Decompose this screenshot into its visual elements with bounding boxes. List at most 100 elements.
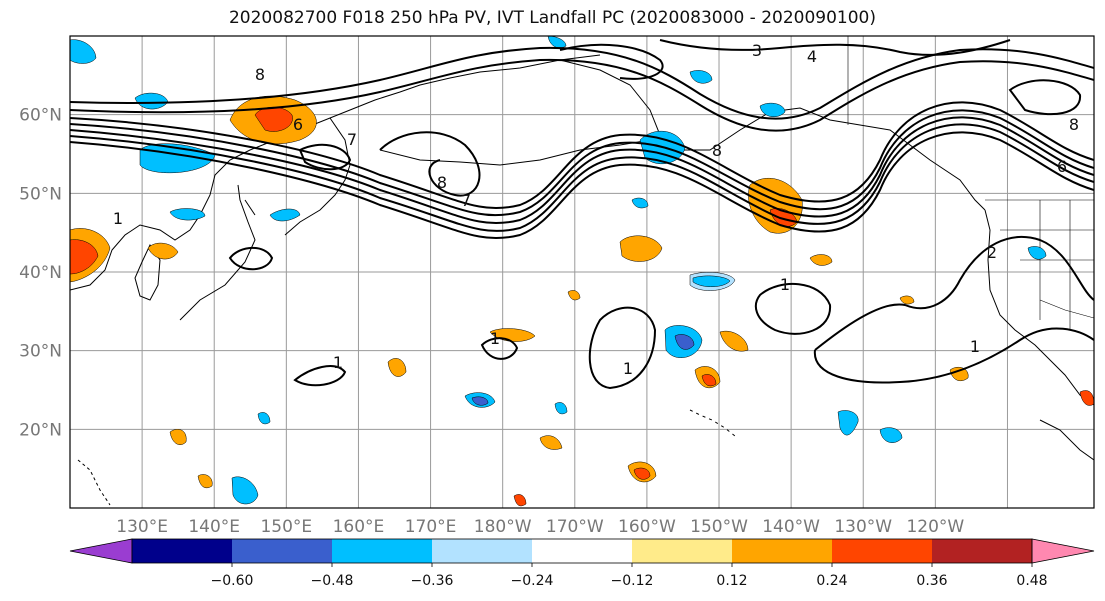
contour-line <box>659 39 1011 56</box>
lat-tick-label: 30°N <box>19 342 62 362</box>
shade-blob <box>539 435 563 450</box>
contour-label: 8 <box>255 65 265 84</box>
shade-blob <box>547 36 567 49</box>
colorbar-tick-label: −0.12 <box>611 573 654 589</box>
shade-blob <box>471 396 489 406</box>
lat-tick-label: 20°N <box>19 420 62 440</box>
contour-label: 8 <box>437 173 447 192</box>
contour-line <box>70 46 1094 120</box>
contour-label: 1 <box>623 359 633 378</box>
lon-tick-label: 170°E <box>405 517 457 537</box>
shade-blob <box>257 412 271 425</box>
contour-line <box>70 109 1094 217</box>
colorbar-tick-label: −0.60 <box>211 573 254 589</box>
lon-tick-label: 150°E <box>260 517 312 537</box>
colorbar-tick-label: 0.24 <box>816 573 847 589</box>
coastline-japan <box>179 184 256 321</box>
shade-blob <box>619 235 663 262</box>
colorbar-segment <box>132 539 232 563</box>
lon-tick-label: 140°E <box>188 517 240 537</box>
shade-blob <box>631 197 649 209</box>
contour-line <box>70 131 1094 240</box>
contour-label: 8 <box>1069 115 1079 134</box>
border-us-mexico <box>1039 299 1094 319</box>
shade-blob <box>567 290 581 301</box>
shade-blob <box>633 467 651 480</box>
shade-blob <box>689 70 713 84</box>
contour-line <box>70 58 1094 132</box>
lon-tick-label: 160°E <box>333 517 385 537</box>
shade-blob <box>879 427 903 443</box>
map-title: 2020082700 F018 250 hPa PV, IVT Landfall… <box>228 8 876 28</box>
contour-line <box>70 123 1094 232</box>
colorbar-segment <box>932 539 1032 563</box>
longitude-tick-labels: 130°E 140°E 150°E 160°E 170°E 180°W 170°W 160°W… <box>116 517 964 537</box>
shade-blob <box>1079 390 1094 406</box>
coastline-mexico <box>1039 419 1094 461</box>
contour-label: 3 <box>752 41 762 60</box>
colorbar-segment <box>332 539 432 563</box>
lon-tick-label: 120°W <box>906 517 964 537</box>
contour-label: 8 <box>712 141 722 160</box>
contour-line <box>293 365 347 387</box>
coastline-asia <box>70 54 601 291</box>
shade-blob <box>231 476 259 505</box>
colorbar-tick-label: 0.12 <box>716 573 747 589</box>
shade-blob <box>949 367 969 381</box>
colorbar: −0.60 −0.48 −0.36 −0.24 −0.12 0.12 0.24 0.36 0.4… <box>69 538 1095 589</box>
colorbar-segment <box>732 539 832 563</box>
shade-blob <box>513 494 527 507</box>
contour-line <box>813 327 1094 384</box>
contour-label: 1 <box>113 209 123 228</box>
contour-label: 1 <box>970 337 980 356</box>
colorbar-frame <box>131 538 1033 564</box>
lat-tick-label: 60°N <box>19 106 62 126</box>
colorbar-extend-min <box>69 538 133 564</box>
colorbar-segment <box>232 539 332 563</box>
colorbar-segment <box>832 539 932 563</box>
contour-label: 1 <box>333 353 343 372</box>
latitude-tick-labels: 20°N 30°N 40°N 50°N 60°N <box>19 106 62 441</box>
contour-line <box>228 246 274 271</box>
contour-line <box>814 235 1094 351</box>
contour-label: 7 <box>347 130 357 149</box>
shade-blob <box>692 275 731 287</box>
colorbar-tick-label: 0.36 <box>916 573 947 589</box>
contour-label: 6 <box>293 115 303 134</box>
shade-blob <box>269 208 301 222</box>
contour-label: 6 <box>1057 157 1067 176</box>
contour-label: 1 <box>780 275 790 294</box>
lon-tick-label: 140°W <box>762 517 820 537</box>
shade-blob <box>759 102 786 118</box>
contour-label: 2 <box>987 243 997 262</box>
shade-blob <box>1027 246 1047 260</box>
contour-label: 4 <box>807 47 817 66</box>
map-content <box>70 36 1094 507</box>
contour-line <box>588 306 657 390</box>
contour-line <box>70 101 1094 210</box>
coastline-philippines <box>77 459 111 506</box>
contour-line <box>754 282 832 335</box>
lon-tick-label: 150°W <box>690 517 748 537</box>
colorbar-extend-max <box>1031 538 1095 564</box>
coastline-alaska <box>559 59 986 211</box>
pv-shading <box>70 36 1094 507</box>
colorbar-tick-label: −0.36 <box>411 573 454 589</box>
coastline-aleutians <box>379 139 651 166</box>
shade-blob <box>899 295 915 305</box>
colorbar-tick-label: −0.48 <box>311 573 354 589</box>
contour-label: 1 <box>490 329 500 348</box>
lon-tick-label: 130°W <box>834 517 892 537</box>
shade-blob <box>674 334 695 350</box>
shade-blob <box>70 239 99 275</box>
contour-line <box>480 337 519 360</box>
shade-blob <box>70 39 97 64</box>
coastlines <box>70 54 1094 506</box>
shade-blob <box>719 330 749 352</box>
political-borders <box>847 36 1094 330</box>
coastline-north-america <box>984 209 1094 406</box>
shade-blob <box>554 402 568 415</box>
lon-tick-label: 160°W <box>618 517 676 537</box>
